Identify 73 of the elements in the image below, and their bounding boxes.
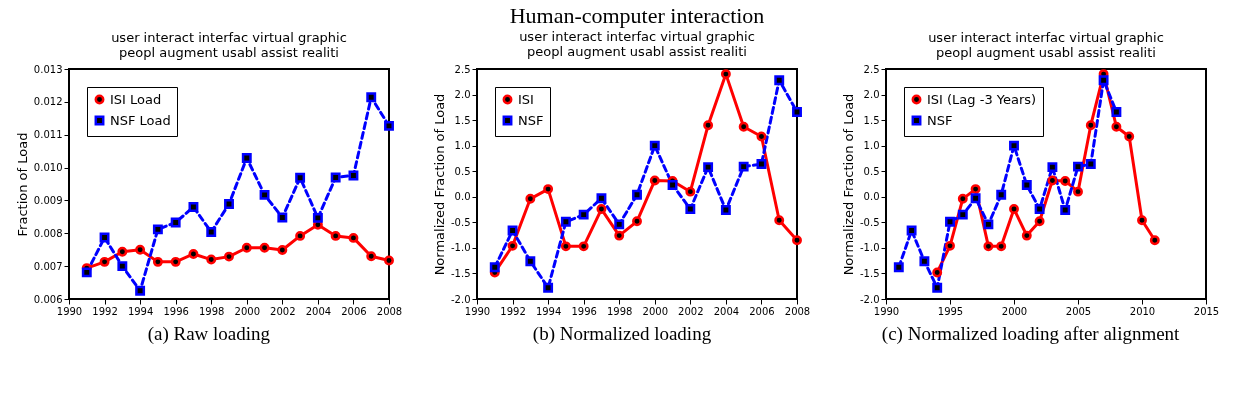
- y-tick-label: -0.5: [860, 216, 880, 228]
- y-tick-label: 2.0: [863, 89, 880, 101]
- x-tick-label: 2002: [678, 305, 705, 317]
- y-tick-label: 0.006: [33, 293, 63, 305]
- legend-label: ISI: [518, 91, 535, 107]
- y-tick-label: 0.0: [455, 191, 471, 203]
- y-tick-label: 0.010: [33, 162, 63, 174]
- text: user interact interfac virtual graphic: [110, 30, 347, 45]
- legend-label: ISI (Lag -3 Years): [927, 91, 1037, 107]
- y-tick-label: 0.008: [33, 227, 63, 239]
- y-axis-title: Normalized Fraction of Load: [841, 93, 857, 276]
- x-tick-label: 1995: [937, 305, 964, 317]
- y-tick-label: -1.5: [860, 267, 880, 279]
- x-tick-label: 2006: [341, 305, 367, 317]
- y-tick-label: 0.013: [33, 63, 63, 75]
- y-tick-label: -2.0: [451, 293, 471, 305]
- y-tick-label: 2.0: [455, 89, 471, 101]
- y-tick-label: 0.0: [863, 191, 880, 203]
- text: (c) Normalized loading after alignment: [881, 323, 1180, 345]
- y-tick-label: 0.012: [33, 96, 63, 108]
- x-tick-label: 1992: [92, 305, 118, 317]
- chart-title: Human-computer interaction: [510, 3, 765, 28]
- text: peopl augment usabl assist realiti: [118, 45, 339, 60]
- x-tick-label: 1996: [163, 305, 189, 317]
- x-tick-label: 2000: [643, 305, 669, 317]
- y-tick-label: -1.0: [860, 242, 880, 254]
- y-tick-label: 2.5: [863, 63, 880, 75]
- legend-label: NSF: [518, 112, 544, 128]
- y-tick-label: 0.011: [33, 129, 63, 141]
- legend-label: NSF: [927, 112, 953, 128]
- x-tick-label: 2010: [1129, 305, 1156, 317]
- x-tick-label: 2000: [234, 305, 260, 317]
- x-tick-label: 2004: [305, 305, 331, 317]
- text: (a) Raw loading: [147, 323, 271, 345]
- text: (b) Normalized loading: [532, 323, 712, 345]
- y-tick-label: 0.007: [33, 260, 63, 272]
- y-tick-label: -0.5: [451, 216, 471, 228]
- x-tick-label: 2015: [1193, 305, 1220, 317]
- y-tick-label: 0.5: [863, 165, 880, 177]
- x-tick-label: 2005: [1065, 305, 1092, 317]
- y-tick-label: 1.0: [455, 140, 471, 152]
- y-tick-label: -1.5: [451, 267, 471, 279]
- y-tick-label: -1.0: [451, 242, 471, 254]
- x-tick-label: 1998: [607, 305, 633, 317]
- legend-label: NSF Load: [109, 112, 171, 128]
- x-tick-label: 1996: [571, 305, 598, 317]
- text: user interact interfac virtual graphic: [928, 30, 1165, 45]
- text: peopl augment usabl assist realiti: [527, 44, 748, 59]
- x-tick-label: 1990: [465, 305, 491, 317]
- x-tick-label: 1998: [198, 305, 225, 317]
- y-tick-label: 1.0: [863, 140, 880, 152]
- x-tick-label: 2006: [749, 305, 776, 317]
- y-tick-label: 0.009: [33, 194, 63, 206]
- x-tick-label: 1994: [536, 305, 562, 317]
- x-tick-label: 2004: [714, 305, 740, 317]
- x-tick-label: 2000: [1001, 305, 1028, 317]
- text: peopl augment usabl assist realiti: [936, 45, 1157, 60]
- y-tick-label: 1.5: [455, 114, 471, 126]
- y-tick-label: 0.5: [455, 165, 471, 177]
- x-tick-label: 2008: [785, 305, 811, 317]
- y-axis-title: Normalized Fraction of Load: [432, 93, 448, 276]
- y-tick-label: 2.5: [455, 63, 471, 75]
- x-tick-label: 1990: [873, 305, 900, 317]
- y-axis-title: Fraction of Load: [14, 132, 30, 237]
- y-tick-label: 1.5: [863, 114, 880, 126]
- x-tick-label: 1994: [127, 305, 154, 317]
- x-tick-label: 1990: [56, 305, 83, 317]
- text: user interact interfac virtual graphic: [519, 29, 756, 44]
- y-tick-label: -2.0: [860, 293, 880, 305]
- x-tick-label: 2002: [269, 305, 296, 317]
- legend-label: ISI Load: [109, 91, 162, 107]
- x-tick-label: 2008: [376, 305, 403, 317]
- x-tick-label: 1992: [500, 305, 527, 317]
